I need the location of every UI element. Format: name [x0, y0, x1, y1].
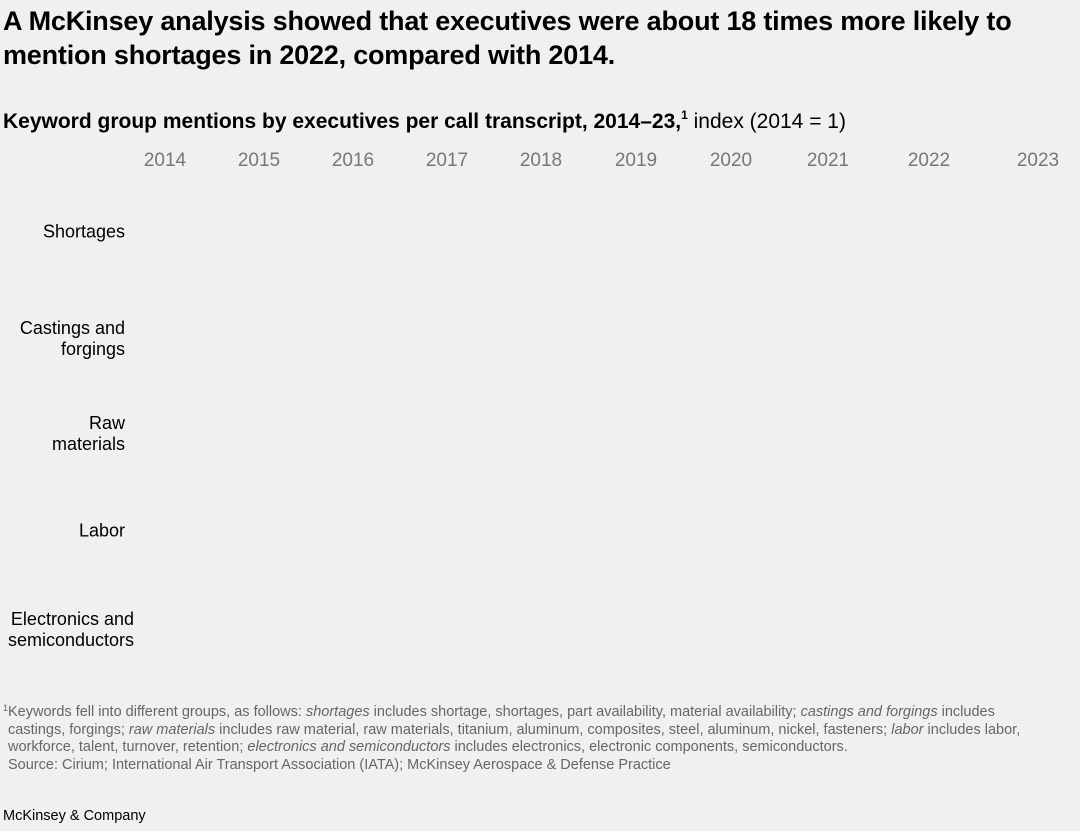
y-tick-label-line: Raw	[88, 413, 125, 433]
y-tick-label-line: materials	[51, 434, 125, 454]
y-tick-label-line: Electronics and	[10, 609, 134, 629]
subtitle-bold: Keyword group mentions by executives per…	[3, 110, 682, 133]
footnote-text: Source: Cirium; International Air Transp…	[8, 756, 671, 773]
footnote: 1Keywords fell into different groups, as…	[3, 700, 1063, 774]
footnote-text: raw materials	[128, 721, 216, 738]
x-tick-label: 2014	[143, 150, 187, 171]
footnote-ref: 1	[681, 108, 688, 122]
y-tick-label-line: forgings	[60, 339, 125, 359]
chart-headline: A McKinsey analysis showed that executiv…	[3, 6, 1012, 70]
x-tick-label: 2021	[806, 150, 850, 171]
footnote-text: castings, forgings;	[8, 721, 129, 738]
footnote-text: includes raw material, raw materials, ti…	[215, 721, 892, 738]
y-tick-label: Raw materials	[52, 413, 125, 455]
footnote-line: workforce, talent, turnover, retention; …	[3, 739, 1063, 757]
footnote-text: workforce, talent, turnover, retention;	[8, 739, 248, 755]
footnote-text: shortages	[305, 704, 370, 720]
footnote-text: includes labor,	[923, 721, 1021, 738]
subtitle-unit: index (2014 = 1)	[687, 110, 846, 133]
brand-logo-text: McKinsey & Company	[3, 808, 146, 824]
x-tick-label: 2019	[614, 150, 658, 171]
x-tick-label: 2023	[1016, 150, 1060, 171]
x-tick-label: 2020	[709, 150, 753, 171]
footnote-text: castings and forgings	[800, 704, 938, 720]
footnote-text: labor	[891, 721, 924, 738]
footnote-text: includes electronics, electronic compone…	[450, 739, 848, 755]
footnote-line: Source: Cirium; International Air Transp…	[3, 757, 1063, 775]
y-tick-label-line: Labor	[78, 520, 125, 541]
y-tick-label-line: Shortages	[42, 221, 125, 242]
y-tick-label: Shortages	[43, 222, 125, 243]
x-tick-label: 2022	[907, 150, 951, 171]
x-tick-label: 2015	[237, 150, 281, 171]
footnote-marker: 1	[3, 703, 9, 713]
x-tick-label: 2016	[331, 150, 375, 171]
footnote-text: includes shortage, shortages, part avail…	[369, 704, 801, 720]
y-tick-label-line: Castings and	[19, 318, 125, 338]
footnote-text: electronics and semiconductors	[247, 739, 451, 755]
footnote-line: 1Keywords fell into different groups, as…	[3, 700, 1063, 722]
footnote-line: castings, forgings; raw materials includ…	[3, 722, 1063, 740]
y-tick-label: Labor	[79, 521, 125, 542]
y-tick-label: Electronics and semiconductors	[8, 609, 134, 651]
x-tick-label: 2018	[519, 150, 563, 171]
y-tick-label-line: semiconductors	[7, 630, 134, 650]
y-tick-label: Castings and forgings	[20, 318, 125, 360]
x-tick-label: 2017	[425, 150, 469, 171]
footnote-text: Keywords fell into different groups, as …	[8, 704, 306, 720]
chart-subtitle: Keyword group mentions by executives per…	[3, 101, 846, 136]
footnote-text: includes	[937, 704, 995, 720]
